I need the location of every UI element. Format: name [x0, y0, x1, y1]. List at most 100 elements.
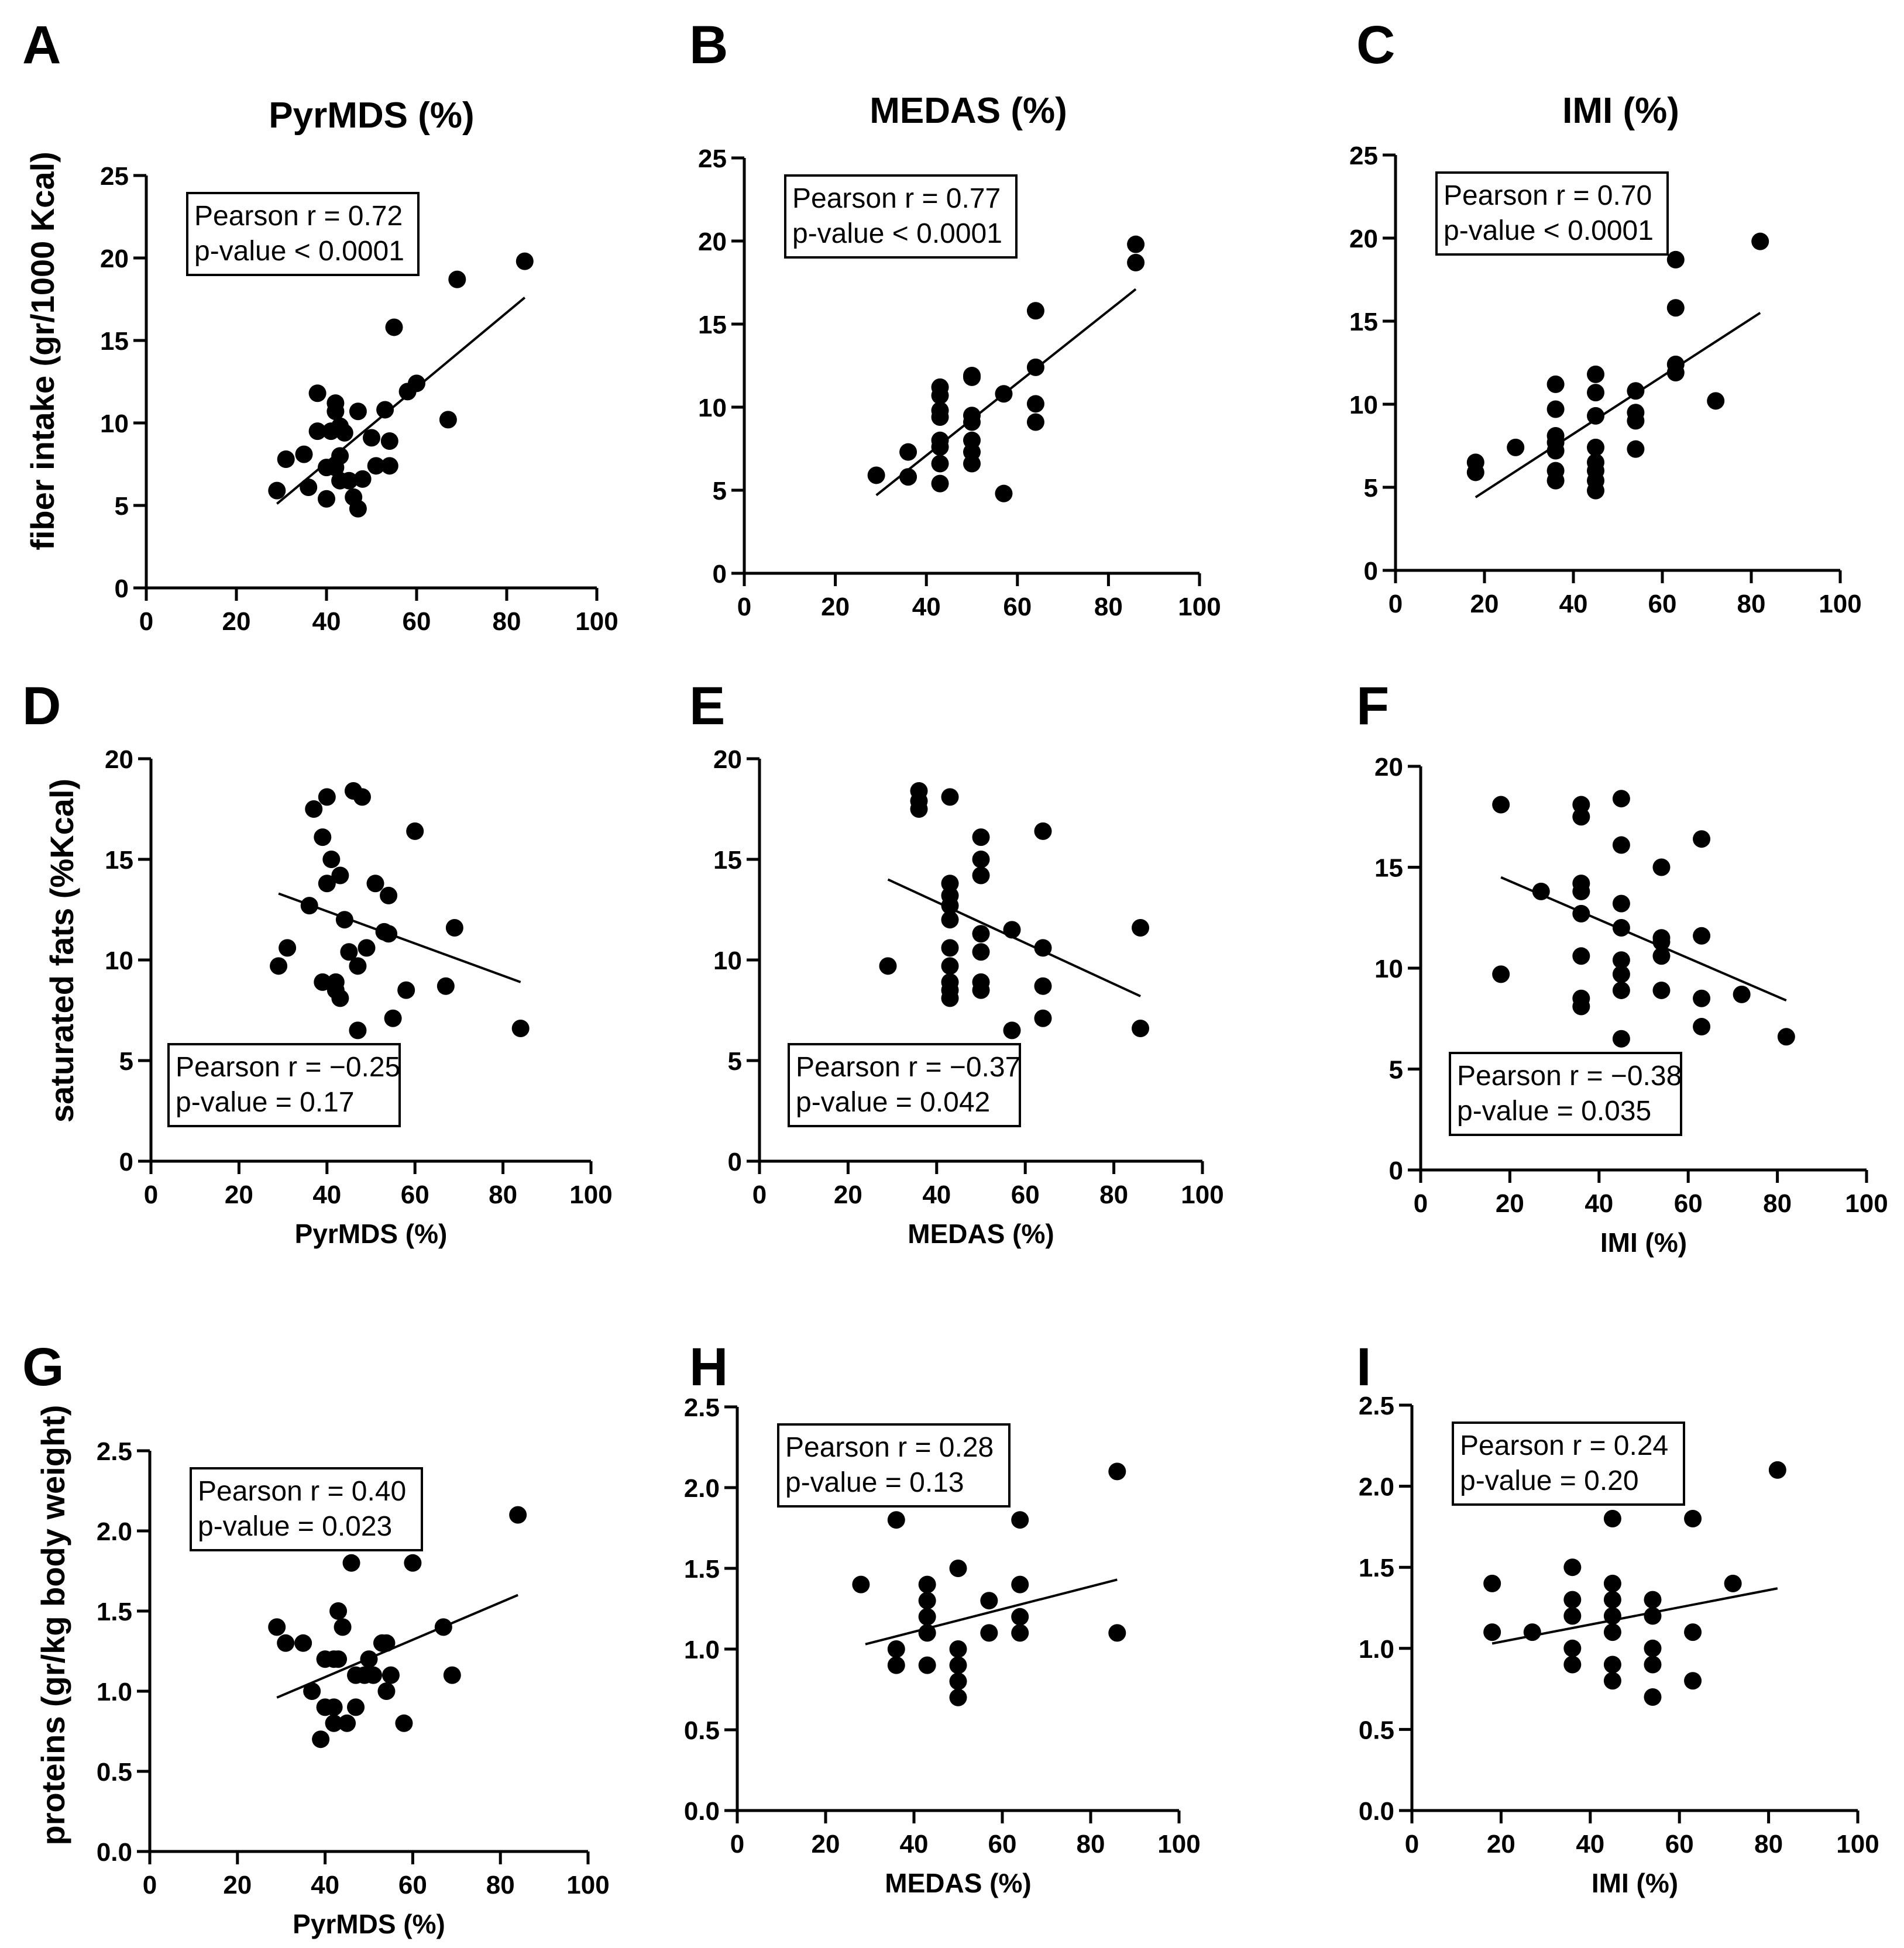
- data-point: [1666, 299, 1685, 317]
- x-tick-label: 80: [1099, 1180, 1128, 1209]
- panel-letter-d: D: [22, 676, 61, 736]
- data-point: [1587, 365, 1604, 383]
- data-point: [1492, 965, 1510, 983]
- data-point: [980, 1592, 998, 1610]
- data-point: [1572, 904, 1590, 923]
- y-tick-label: 1.0: [1359, 1635, 1394, 1664]
- data-point: [294, 1634, 312, 1652]
- y-tick-label: 5: [713, 477, 727, 505]
- p-value-text: p-value = 0.20: [1460, 1465, 1639, 1496]
- data-point: [931, 387, 949, 405]
- x-axis-label: PyrMDS (%): [295, 1219, 448, 1249]
- data-point: [308, 384, 327, 402]
- p-value-text: p-value < 0.0001: [1444, 215, 1654, 246]
- x-tick-label: 0: [143, 1871, 157, 1899]
- data-point: [1132, 1019, 1150, 1037]
- data-point: [364, 1666, 382, 1684]
- data-point: [1612, 951, 1630, 969]
- data-point: [1587, 438, 1604, 456]
- data-point: [268, 1618, 286, 1636]
- y-tick-label: 2.0: [684, 1474, 720, 1503]
- stats-box-frame: [777, 1423, 1011, 1508]
- data-point: [303, 1682, 321, 1700]
- data-point: [329, 1602, 348, 1620]
- x-tick-label: 40: [900, 1830, 929, 1858]
- scatter-panel-d: 0 20 40 60 80 100 0 5 10 15 20 PyrMDS (%) Pearson r …: [105, 745, 613, 1249]
- data-point: [445, 918, 463, 937]
- data-point: [1644, 1607, 1662, 1625]
- data-point: [349, 1021, 367, 1040]
- data-point: [434, 1618, 452, 1636]
- data-point: [1707, 392, 1725, 410]
- y-tick-label: 25: [1349, 142, 1378, 170]
- data-point: [1612, 894, 1630, 913]
- y-tick-label: 15: [105, 846, 133, 875]
- y-tick-label: 0.5: [1359, 1716, 1394, 1744]
- data-point: [509, 1506, 527, 1524]
- data-point: [963, 455, 981, 473]
- data-point: [439, 411, 457, 429]
- data-point: [1612, 981, 1630, 999]
- stats-box: Pearson r = 0.28 p-value = 0.13: [777, 1423, 1011, 1508]
- stats-box: Pearson r = 0.40 p-value = 0.023: [190, 1467, 423, 1551]
- data-point: [1034, 1009, 1052, 1027]
- data-point: [443, 1666, 461, 1684]
- p-value-text: p-value = 0.17: [176, 1087, 355, 1118]
- stats-box: Pearson r = −0.38 p-value = 0.035: [1449, 1052, 1682, 1136]
- x-tick-label: 60: [1648, 590, 1677, 618]
- x-tick-label: 60: [1674, 1189, 1703, 1218]
- x-tick-label: 0: [1414, 1189, 1428, 1218]
- pearson-r-text: Pearson r = −0.25: [176, 1052, 400, 1083]
- data-point: [1612, 790, 1630, 808]
- y-tick-label: 25: [100, 162, 129, 191]
- data-point: [325, 1698, 343, 1716]
- data-point: [347, 1698, 365, 1716]
- data-point: [363, 429, 380, 447]
- y-tick-label: 0.0: [97, 1838, 132, 1867]
- data-point: [384, 1009, 402, 1027]
- data-point: [1466, 463, 1484, 481]
- p-value-text: p-value < 0.0001: [792, 218, 1002, 249]
- y-tick-label: 5: [1364, 474, 1378, 503]
- panel-letter-c: C: [1356, 15, 1395, 75]
- panel-letter-f: F: [1356, 676, 1389, 736]
- stats-box-frame: [1449, 1052, 1682, 1136]
- data-point: [404, 1554, 422, 1572]
- data-point: [515, 252, 534, 270]
- data-point: [1603, 1591, 1621, 1609]
- data-point: [918, 1592, 936, 1610]
- y-tick-label: 1.0: [684, 1636, 720, 1664]
- panel-letters: A B C D E F G H I: [22, 15, 1395, 1397]
- data-point: [941, 989, 959, 1007]
- x-tick-label: 100: [1845, 1189, 1888, 1218]
- data-point: [380, 457, 398, 475]
- x-axis-label: IMI (%): [1592, 1868, 1678, 1898]
- data-point: [1603, 1574, 1621, 1592]
- data-point: [1612, 836, 1630, 854]
- x-tick-label: 100: [575, 607, 618, 636]
- data-point: [1127, 235, 1145, 253]
- column-title-medas: MEDAS (%): [869, 91, 1067, 131]
- data-point: [1011, 1575, 1029, 1593]
- data-point: [1127, 253, 1145, 271]
- data-point: [331, 989, 349, 1007]
- y-tick-label: 20: [713, 745, 742, 774]
- data-point: [1563, 1607, 1582, 1625]
- x-axis-label: PyrMDS (%): [293, 1909, 445, 1939]
- x-tick-label: 0: [1389, 590, 1403, 618]
- data-point: [887, 1640, 905, 1658]
- data-point: [312, 1730, 330, 1749]
- y-tick-label: 0.0: [1359, 1797, 1394, 1826]
- data-point: [995, 484, 1013, 503]
- data-point: [1026, 358, 1044, 376]
- data-point: [380, 886, 398, 904]
- data-point: [1644, 1639, 1662, 1657]
- x-tick-label: 100: [1181, 1180, 1223, 1209]
- data-point: [972, 943, 990, 961]
- y-tick-label: 5: [1389, 1056, 1403, 1085]
- x-tick-label: 60: [398, 1871, 427, 1899]
- stats-box-frame: [167, 1043, 401, 1127]
- y-tick-label: 1.0: [97, 1678, 132, 1706]
- pearson-r-text: Pearson r = 0.77: [792, 183, 1001, 214]
- column-title-imi: IMI (%): [1562, 91, 1679, 131]
